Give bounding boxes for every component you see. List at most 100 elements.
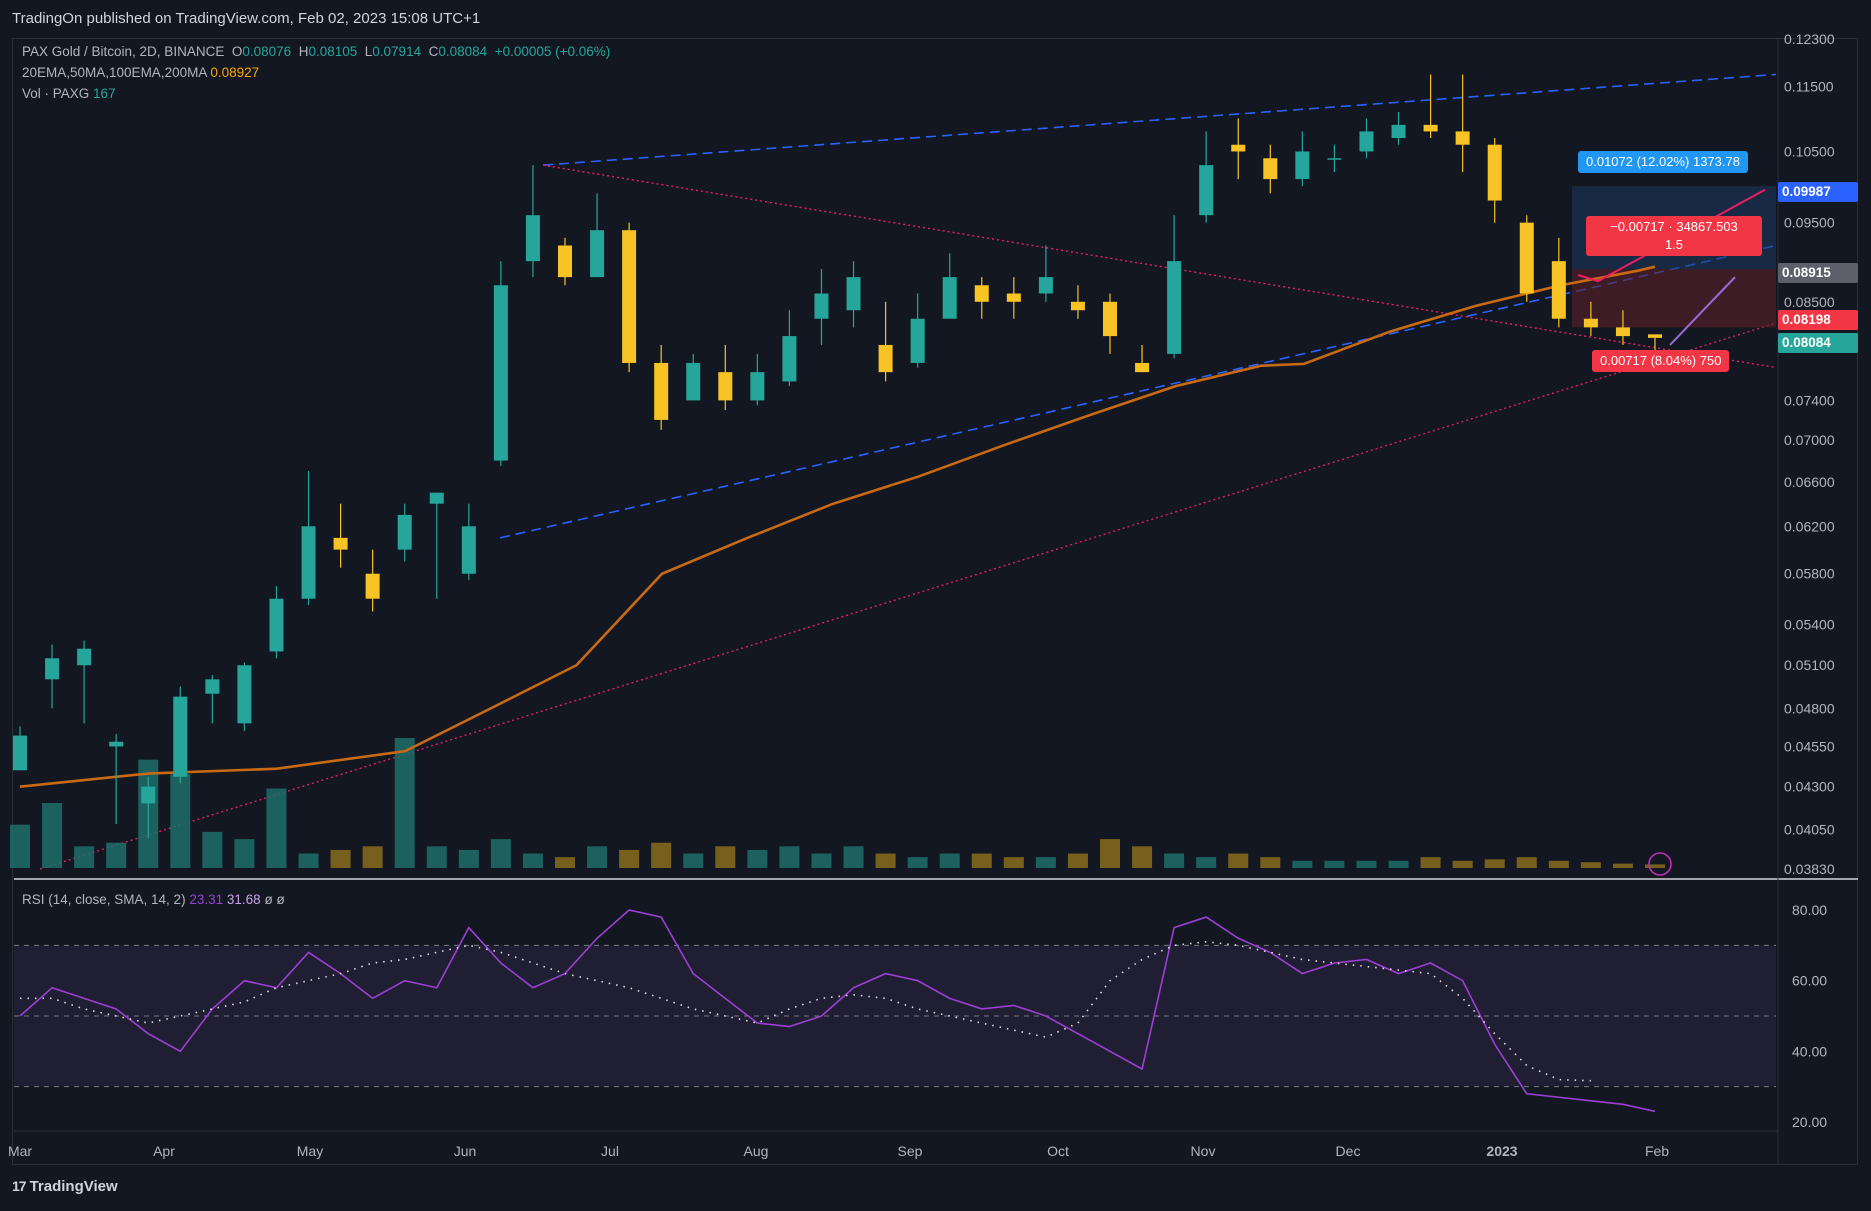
volume-bar — [1196, 857, 1217, 868]
volume-bar — [170, 774, 191, 868]
candle-body — [1038, 277, 1053, 294]
candle-body — [461, 526, 476, 574]
candle-body — [654, 362, 669, 420]
price-axis-tick: 0.07400 — [1784, 392, 1835, 408]
volume-bar — [939, 853, 960, 868]
volume-bar — [1067, 853, 1088, 868]
candle-body — [141, 786, 156, 804]
candle-body — [1231, 144, 1246, 152]
candle-body — [974, 285, 989, 302]
measure-down-label[interactable]: 0.00717 (8.04%) 750 — [1592, 350, 1730, 372]
time-axis-tick: Nov — [1191, 1143, 1216, 1159]
volume-bar — [1484, 859, 1505, 868]
time-axis-tick: Sep — [898, 1143, 923, 1159]
volume-bar — [971, 853, 992, 868]
candle-body — [45, 658, 60, 680]
symbol-legend: PAX Gold / Bitcoin, 2D, BINANCE O0.08076… — [22, 44, 610, 59]
stop-price-label: 0.08198 — [1778, 310, 1858, 330]
volume-bar — [1164, 853, 1185, 868]
candle-body — [1135, 362, 1150, 373]
volume-bar — [330, 849, 351, 868]
volume-bar — [1324, 860, 1345, 868]
support-line — [39, 322, 1777, 870]
footer-brand[interactable]: 17 TradingView — [12, 1178, 118, 1195]
resistance-line — [542, 164, 1777, 369]
stop-zone — [1572, 269, 1776, 328]
change-value: +0.00005 (+0.06%) — [494, 44, 611, 59]
low-value: 0.07914 — [372, 44, 422, 59]
price-axis-tick: 0.04300 — [1784, 779, 1835, 795]
volume-bar — [1645, 864, 1665, 868]
tradingview-logo: 17 — [12, 1178, 27, 1194]
rsi-label: RSI (14, close, SMA, 14, 2) — [22, 892, 186, 907]
time-axis-tick: Apr — [153, 1143, 175, 1159]
risk-reward-box[interactable]: −0.00717 · 34867.503 1.5 — [1586, 216, 1762, 256]
price-axis-tick: 0.07000 — [1784, 432, 1835, 448]
candle-body — [13, 735, 27, 771]
lightning-icon — [1648, 852, 1672, 876]
volume-bar — [1580, 862, 1601, 868]
volume-bar — [715, 846, 736, 868]
volume-bar — [234, 839, 255, 868]
volume-bar — [1452, 860, 1473, 868]
volume-bar — [426, 846, 447, 868]
published-text: TradingOn published on TradingView.com, … — [12, 10, 481, 27]
candle-body — [1070, 301, 1085, 311]
volume-bar — [202, 831, 223, 868]
candle-body — [1615, 327, 1630, 337]
volume-bar — [106, 842, 127, 868]
time-axis-tick: 2023 — [1486, 1143, 1517, 1159]
ema-line — [19, 265, 1656, 788]
candle-body — [1295, 151, 1310, 180]
upper-channel-line — [542, 73, 1777, 166]
price-axis-tick: 0.03830 — [1784, 861, 1835, 877]
rsi-na-1: ø — [264, 892, 273, 907]
rsi-axis-tick: 20.00 — [1792, 1114, 1827, 1130]
projection-arrow-alt — [1669, 276, 1736, 346]
price-axis-tick: 0.06200 — [1784, 518, 1835, 534]
rsi-na-2: ø — [276, 892, 285, 907]
rsi-axis-tick: 40.00 — [1792, 1043, 1827, 1059]
price-axis-tick: 0.08500 — [1784, 294, 1835, 310]
volume-bar — [1003, 857, 1024, 868]
volume-legend[interactable]: Vol · PAXG 167 — [22, 86, 116, 101]
candle-body — [269, 598, 284, 652]
volume-bar — [1548, 860, 1569, 868]
price-axis-tick: 0.12300 — [1784, 31, 1835, 47]
volume-bar — [1356, 860, 1377, 868]
volume-bar — [1612, 863, 1633, 868]
symbol-title[interactable]: PAX Gold / Bitcoin, 2D, BINANCE — [22, 44, 225, 59]
rsi-legend[interactable]: RSI (14, close, SMA, 14, 2) 23.31 31.68 … — [22, 892, 285, 907]
candle-body — [237, 665, 252, 724]
price-axis-tick: 0.05100 — [1784, 657, 1835, 673]
brand-name: TradingView — [29, 1178, 118, 1195]
time-axis-tick: May — [297, 1143, 323, 1159]
price-axis-tick: 0.04550 — [1784, 738, 1835, 754]
volume-bar — [490, 839, 511, 868]
candle-body — [1648, 334, 1662, 338]
volume-bar — [779, 846, 800, 868]
volume-bar — [1100, 839, 1120, 868]
candle-body — [365, 573, 380, 599]
volume-bar — [1516, 857, 1537, 868]
candle-body — [333, 537, 348, 550]
open-value: 0.08076 — [242, 44, 292, 59]
ma-label: 20EMA,50MA,100EMA,200MA — [22, 65, 207, 80]
target-price-label: 0.09987 — [1778, 182, 1858, 202]
price-axis-tick: 0.10500 — [1784, 143, 1835, 159]
ma-legend[interactable]: 20EMA,50MA,100EMA,200MA 0.08927 — [22, 65, 259, 80]
time-axis-tick: Feb — [1645, 1143, 1669, 1159]
ma-value: 0.08927 — [210, 65, 260, 80]
volume-bar — [1388, 860, 1409, 868]
volume-bar — [10, 824, 30, 868]
measure-up-label[interactable]: 0.01072 (12.02%) 1373.78 — [1578, 151, 1748, 173]
last-price-label: 0.08084 — [1778, 333, 1858, 353]
candle-body — [429, 492, 444, 504]
candle-body — [1359, 131, 1374, 152]
volume-bar — [587, 846, 608, 868]
candle-body — [814, 293, 829, 319]
candle-body — [205, 679, 220, 694]
rsi-value: 23.31 — [189, 892, 224, 907]
open-label: O — [231, 44, 243, 59]
